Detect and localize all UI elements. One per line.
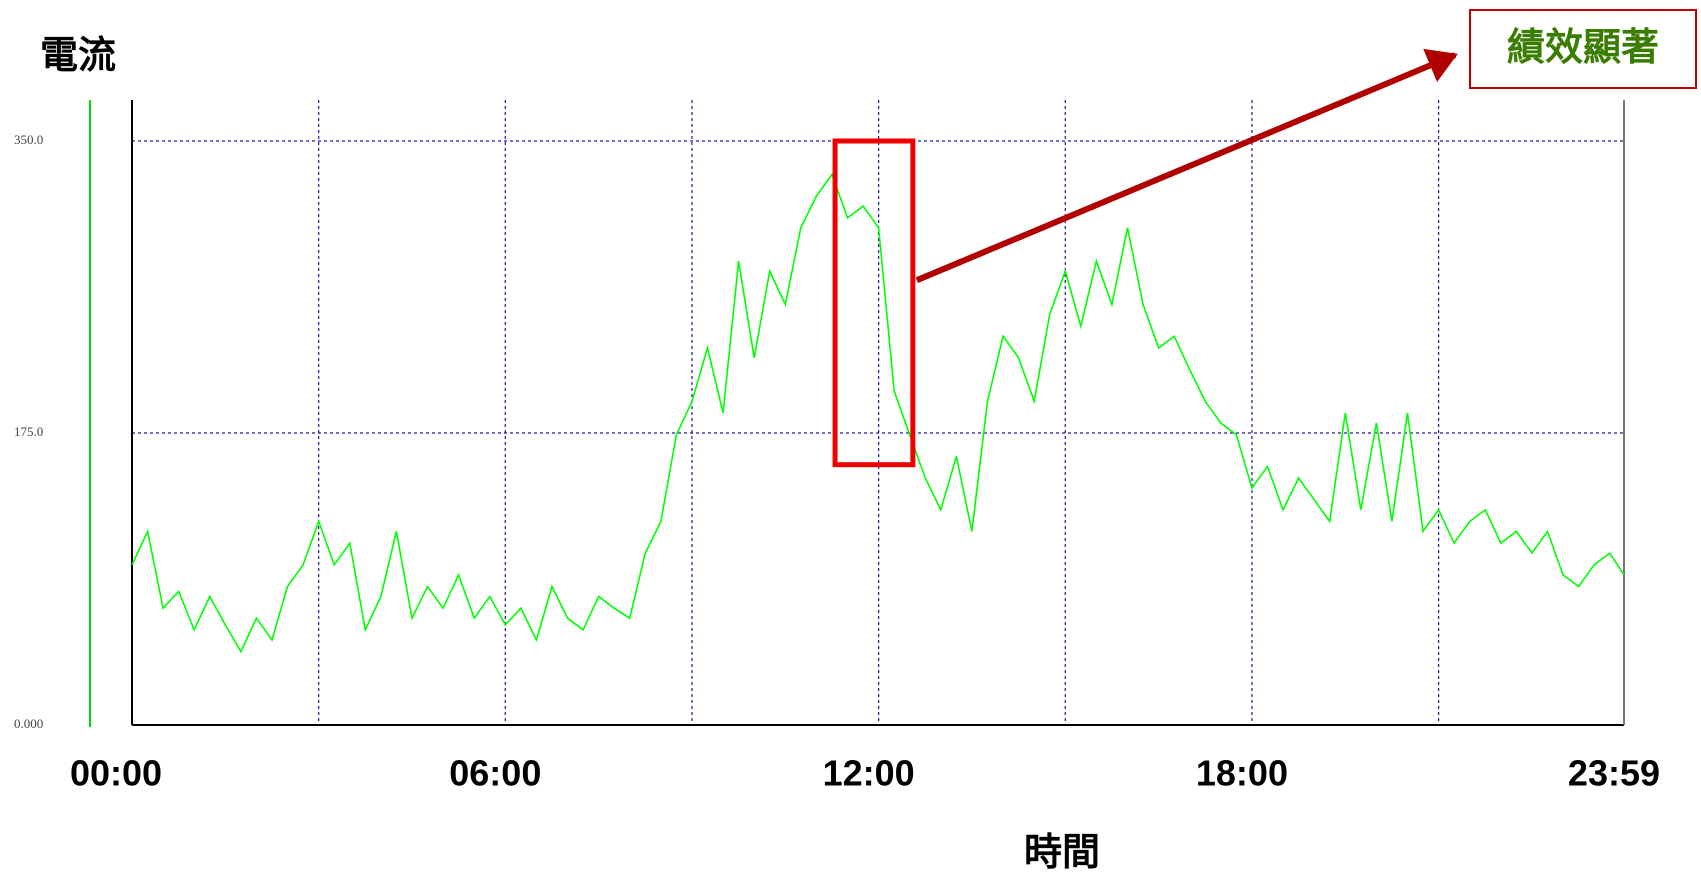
x-tick-label: 23:59 — [1568, 753, 1660, 794]
x-tick-label: 18:00 — [1196, 753, 1288, 794]
y-tick-label: 350.0 — [14, 132, 43, 147]
y-axis-title: 電流 — [40, 35, 116, 77]
annotation-arrow — [915, 48, 1458, 283]
x-tick-label: 06:00 — [449, 753, 541, 794]
y-tick-label: 0.000 — [14, 716, 43, 731]
x-tick-label: 00:00 — [70, 753, 162, 794]
data-line — [131, 172, 1625, 654]
x-tick-label: 12:00 — [823, 753, 915, 794]
annotation-text: 績效顯著 — [1507, 27, 1659, 69]
y-tick-label: 175.0 — [14, 424, 43, 439]
x-axis-title: 時間 — [1024, 832, 1100, 874]
highlight-box — [832, 138, 916, 468]
annotation-box — [1469, 9, 1697, 89]
